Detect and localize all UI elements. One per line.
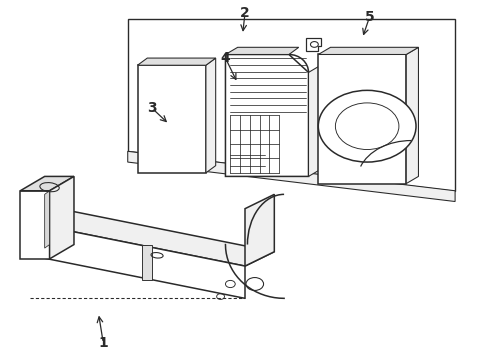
Polygon shape [138,58,216,65]
Text: 3: 3 [147,101,157,115]
Text: 2: 2 [240,6,250,20]
Polygon shape [206,58,216,173]
Polygon shape [306,39,321,51]
Polygon shape [20,191,49,259]
Polygon shape [309,65,321,176]
Polygon shape [128,19,455,191]
Text: 1: 1 [98,336,108,350]
Polygon shape [30,223,245,298]
Polygon shape [45,191,49,248]
Circle shape [318,90,416,162]
Polygon shape [406,47,418,184]
Polygon shape [225,54,309,176]
Text: 5: 5 [365,10,374,24]
Polygon shape [20,176,74,191]
Polygon shape [318,47,418,54]
Text: 4: 4 [220,51,230,65]
Polygon shape [138,65,206,173]
Polygon shape [128,151,455,202]
Polygon shape [30,209,274,266]
Polygon shape [245,194,274,266]
Polygon shape [318,54,406,184]
Polygon shape [143,244,152,280]
Polygon shape [49,176,74,259]
Polygon shape [225,47,299,54]
